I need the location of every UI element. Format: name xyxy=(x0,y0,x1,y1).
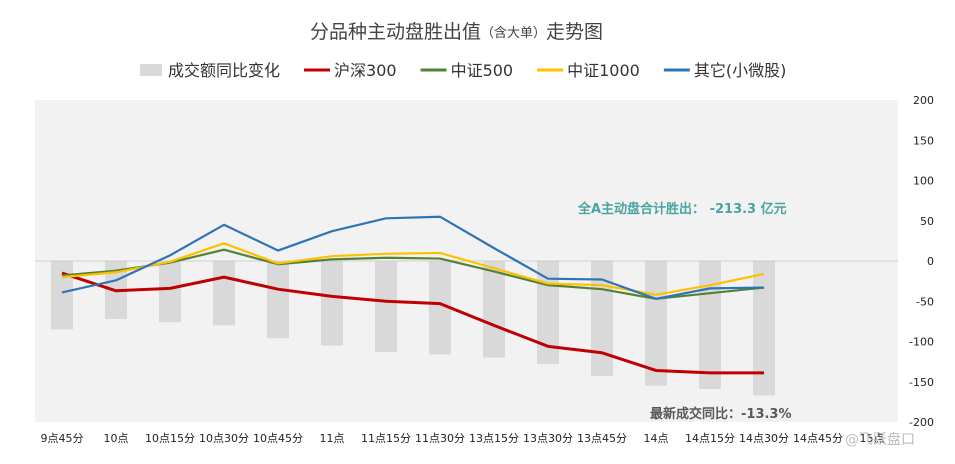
x-tick-label: 15点 xyxy=(860,432,885,445)
x-tick-label: 9点45分 xyxy=(41,432,84,445)
legend-item: 成交额同比变化 xyxy=(140,61,280,80)
y-tick-label: -150 xyxy=(909,376,934,389)
legend-label: 其它(小微股) xyxy=(694,61,787,80)
x-tick-label: 13点15分 xyxy=(469,432,519,445)
title-tail: 走势图 xyxy=(546,21,603,43)
line-series-1 xyxy=(61,271,764,375)
legend-item: 中证1000 xyxy=(537,61,640,80)
x-tick-label: 10点30分 xyxy=(199,432,249,445)
chart-title: 分品种主动盘胜出值（含大单）走势图 xyxy=(310,21,603,43)
x-tick-label: 14点15分 xyxy=(685,432,735,445)
bar-volume-change xyxy=(591,261,613,377)
total-net-annotation: 全A主动盘合计胜出： -213.3 亿元 xyxy=(577,201,787,217)
bar-volume-change xyxy=(267,261,289,339)
x-tick-label: 10点 xyxy=(104,432,129,445)
y-tick-label: -200 xyxy=(909,416,934,429)
line-series-4 xyxy=(61,215,765,300)
title-main: 分品种主动盘胜出值 xyxy=(310,21,481,43)
x-tick-label: 13点45分 xyxy=(577,432,627,445)
x-tick-label: 11点15分 xyxy=(361,432,411,445)
legend-label: 中证1000 xyxy=(567,61,640,80)
x-tick-label: 11点30分 xyxy=(415,432,465,445)
x-tick-label: 14点30分 xyxy=(739,432,789,445)
x-axis: 9点45分 10点 10点15分 10点30分 10点45分 11点 11点15分 11点30… xyxy=(41,432,885,445)
bar-volume-change xyxy=(537,261,559,365)
volume-change-annotation: 最新成交同比：-13.3% xyxy=(650,406,792,422)
legend-label: 沪深300 xyxy=(334,61,397,80)
bar-volume-change xyxy=(321,261,343,346)
y-tick-label: 50 xyxy=(920,215,934,228)
bar-volume-change xyxy=(429,261,451,355)
bar-volume-change xyxy=(375,261,397,352)
bar-volume-change xyxy=(159,261,181,323)
legend: 成交额同比变化 沪深300 中证500 中证1000 其它(小微股) xyxy=(140,61,786,80)
legend-item: 沪深300 xyxy=(304,61,397,80)
bar-volume-change xyxy=(51,261,73,330)
y-axis: 200 150 100 50 0 -50 -100 -150 -200 xyxy=(909,94,934,429)
bar-volume-change xyxy=(213,261,235,326)
y-tick-label: 0 xyxy=(927,255,934,268)
y-tick-label: -100 xyxy=(909,336,934,349)
bar-volume-change xyxy=(753,261,775,396)
line-series-3 xyxy=(61,242,765,296)
title-paren: （含大单） xyxy=(481,25,546,41)
x-tick-label: 14点45分 xyxy=(793,432,843,445)
legend-swatch-bar xyxy=(140,64,162,76)
line-series-2 xyxy=(61,248,765,300)
x-tick-label: 10点15分 xyxy=(145,432,195,445)
legend-label: 中证500 xyxy=(451,61,514,80)
x-tick-label: 11点 xyxy=(320,432,345,445)
bar-volume-change xyxy=(483,261,505,358)
x-tick-label: 13点30分 xyxy=(523,432,573,445)
line-series-group xyxy=(61,215,765,375)
y-tick-label: 200 xyxy=(913,94,934,107)
bar-volume-change xyxy=(645,261,667,386)
legend-label: 成交额同比变化 xyxy=(168,61,280,80)
x-tick-label: 10点45分 xyxy=(253,432,303,445)
watermark: @飞跃盘口 xyxy=(845,431,915,448)
y-tick-label: -50 xyxy=(916,295,934,308)
x-tick-label: 14点 xyxy=(644,432,669,445)
legend-item: 其它(小微股) xyxy=(663,61,787,80)
y-tick-label: 150 xyxy=(913,134,934,147)
y-tick-label: 100 xyxy=(913,175,934,188)
legend-item: 中证500 xyxy=(420,61,514,80)
bar-volume-change xyxy=(699,261,721,389)
